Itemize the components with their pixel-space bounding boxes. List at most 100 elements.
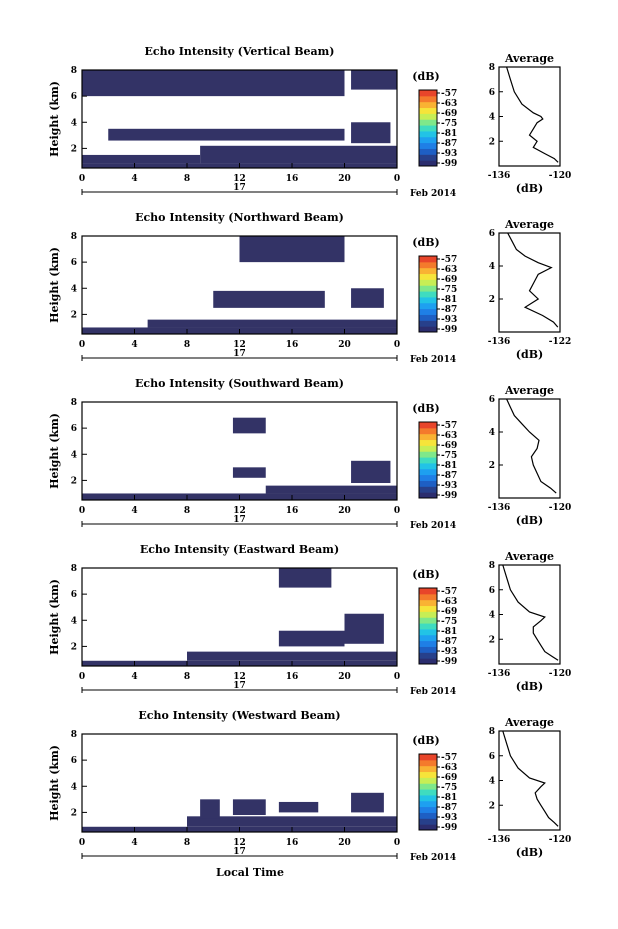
x-tick-label: 8 xyxy=(184,672,190,682)
average-y-tick-label: 8 xyxy=(489,561,495,571)
colorbar-segment xyxy=(419,468,437,476)
echo-cell xyxy=(232,417,266,434)
y-tick-label: 6 xyxy=(71,424,77,434)
echo-cell xyxy=(82,70,345,97)
x-tick-label: 0 xyxy=(79,340,85,350)
month-label: Feb 2014 xyxy=(410,687,456,697)
colorbar-segment xyxy=(419,107,437,114)
month-label: Feb 2014 xyxy=(410,189,456,199)
average-title: Average xyxy=(504,716,554,729)
colorbar-tick-label: -87 xyxy=(441,471,457,481)
colorbar-segment xyxy=(419,640,437,647)
colorbar-unit: (dB) xyxy=(412,70,439,83)
colorbar-segment xyxy=(419,148,437,155)
colorbar-frame xyxy=(418,421,438,499)
colorbar-segment xyxy=(419,427,437,435)
colorbar-segment xyxy=(419,90,437,97)
y-tick-label: 4 xyxy=(71,118,77,128)
colorbar-segment xyxy=(419,765,437,773)
echo-cell xyxy=(351,288,384,308)
date-label: 17 xyxy=(233,349,246,359)
average-y-tick-label: 2 xyxy=(489,635,495,645)
colorbar-segment xyxy=(419,777,437,784)
x-tick-label: 0 xyxy=(79,174,85,184)
colorbar-tick-label: -63 xyxy=(441,99,457,109)
colorbar-segment xyxy=(419,462,437,470)
colorbar-tick-label: -57 xyxy=(441,89,457,99)
x-tick-label: 8 xyxy=(184,174,190,184)
colorbar-tick-label: -69 xyxy=(441,109,457,119)
colorbar-segment xyxy=(419,486,437,493)
average-title: Average xyxy=(504,218,554,231)
average-profile-line xyxy=(506,66,559,163)
x-tick-label: 16 xyxy=(286,340,299,350)
colorbar-segment xyxy=(419,113,437,120)
x-tick-label: 20 xyxy=(338,672,351,682)
colorbar-tick-label: -75 xyxy=(441,783,457,793)
average-x-label: (dB) xyxy=(516,514,543,527)
average-x-tick-label: -136 xyxy=(488,337,511,347)
echo-cell xyxy=(278,630,345,647)
x-tick-label: 12 xyxy=(233,174,246,184)
average-x-tick-label: -120 xyxy=(549,503,572,513)
colorbar-tick-label: -63 xyxy=(441,265,457,275)
y-tick-label: 2 xyxy=(71,310,77,320)
figure-xlabel: Local Time xyxy=(216,866,284,879)
colorbar-segment xyxy=(419,296,437,304)
colorbar-segment xyxy=(419,634,437,642)
average-y-tick-label: 4 xyxy=(489,777,495,787)
x-tick-label: 16 xyxy=(286,506,299,516)
colorbar-unit: (dB) xyxy=(412,402,439,415)
panel-title: Echo Intensity (Southward Beam) xyxy=(135,377,344,390)
average-x-label: (dB) xyxy=(516,182,543,195)
colorbar-tick-label: -57 xyxy=(441,421,457,431)
colorbar-segment xyxy=(419,142,437,149)
average-x-label: (dB) xyxy=(516,846,543,859)
average-y-tick-label: 2 xyxy=(489,801,495,811)
colorbar-tick-label: -69 xyxy=(441,773,457,783)
date-label: 17 xyxy=(233,515,246,525)
colorbar-segment xyxy=(419,652,437,659)
colorbar-tick-label: -57 xyxy=(441,753,457,763)
colorbar-segment xyxy=(419,422,437,429)
colorbar-segment xyxy=(419,95,437,103)
average-x-tick-label: -120 xyxy=(549,669,572,679)
echo-cell xyxy=(239,236,345,263)
x-tick-label: 8 xyxy=(184,506,190,516)
colorbar-frame xyxy=(418,753,438,831)
average-y-tick-label: 6 xyxy=(489,395,495,405)
y-tick-label: 8 xyxy=(71,564,77,574)
colorbar-segment xyxy=(419,646,437,653)
x-tick-label: 12 xyxy=(233,340,246,350)
colorbar-tick-label: -81 xyxy=(441,295,457,305)
x-tick-label: 0 xyxy=(79,838,85,848)
echo-cell xyxy=(213,290,325,308)
echo-cell xyxy=(187,651,397,661)
average-y-tick-label: 2 xyxy=(489,137,495,147)
average-x-tick-label: -136 xyxy=(488,171,511,181)
panel-title: Echo Intensity (Vertical Beam) xyxy=(144,45,334,58)
colorbar-segment xyxy=(419,824,437,831)
colorbar-segment xyxy=(419,308,437,315)
average-y-tick-label: 6 xyxy=(489,752,495,762)
x-tick-label: 8 xyxy=(184,838,190,848)
average-frame xyxy=(498,564,561,665)
echo-cell xyxy=(232,799,266,816)
colorbar-segment xyxy=(419,439,437,446)
date-label: 17 xyxy=(233,681,246,691)
colorbar-segment xyxy=(419,130,437,138)
x-tick-label: 4 xyxy=(131,174,137,184)
colorbar-tick-label: -99 xyxy=(441,657,457,667)
colorbar-segment xyxy=(419,818,437,825)
average-frame xyxy=(498,730,561,831)
colorbar-tick-label: -75 xyxy=(441,119,457,129)
echo-cell xyxy=(278,568,332,588)
average-y-tick-label: 2 xyxy=(489,461,495,471)
colorbar-tick-label: -69 xyxy=(441,275,457,285)
colorbar-segment xyxy=(419,279,437,286)
colorbar-frame xyxy=(418,255,438,333)
month-label: Feb 2014 xyxy=(410,355,456,365)
x-tick-label: 20 xyxy=(338,838,351,848)
colorbar-segment xyxy=(419,599,437,607)
average-x-label: (dB) xyxy=(516,680,543,693)
